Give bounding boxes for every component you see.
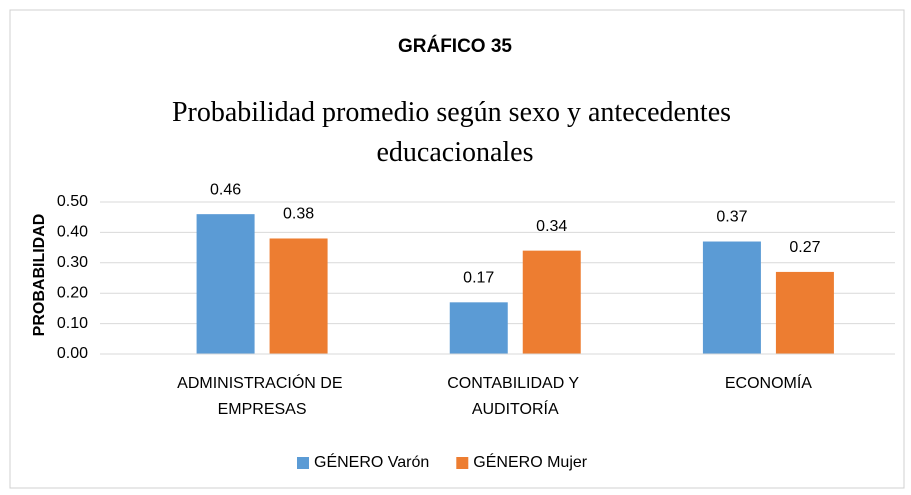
data-label: 0.37 <box>716 209 747 226</box>
legend-label: GÉNERO Varón <box>314 452 429 471</box>
x-tick-label: ECONOMÍA <box>725 373 812 392</box>
legend-swatch <box>456 457 469 469</box>
y-tick-label: 0.00 <box>57 345 88 362</box>
legend-label: GÉNERO Mujer <box>473 452 587 471</box>
bar <box>449 302 508 354</box>
bar <box>522 250 581 354</box>
bar <box>269 238 328 354</box>
chart-subtitle: Probabilidad promedio según sexo y antec… <box>172 97 738 168</box>
legend-swatch <box>297 457 309 469</box>
y-tick-label: 0.30 <box>57 254 88 271</box>
y-tick-label: 0.50 <box>57 193 88 210</box>
data-label: 0.46 <box>210 181 241 198</box>
y-tick-label: 0.40 <box>57 224 88 241</box>
bar <box>702 241 761 354</box>
x-tick-label: ADMINISTRACIÓN DE EMPRESAS <box>177 373 347 418</box>
chart-frame <box>9 9 905 489</box>
bar <box>775 271 834 354</box>
data-label: 0.34 <box>536 218 567 235</box>
y-axis-label: PROBABILIDAD <box>31 214 48 337</box>
chart-title: GRÁFICO 35 <box>398 35 512 57</box>
y-tick-label: 0.10 <box>57 315 88 332</box>
data-label: 0.27 <box>789 239 820 256</box>
data-label: 0.17 <box>463 270 494 287</box>
bar <box>196 214 255 354</box>
y-tick-label: 0.20 <box>57 284 88 301</box>
x-tick-label: CONTABILIDAD Y AUDITORÍA <box>447 375 583 418</box>
data-label: 0.38 <box>283 206 314 223</box>
